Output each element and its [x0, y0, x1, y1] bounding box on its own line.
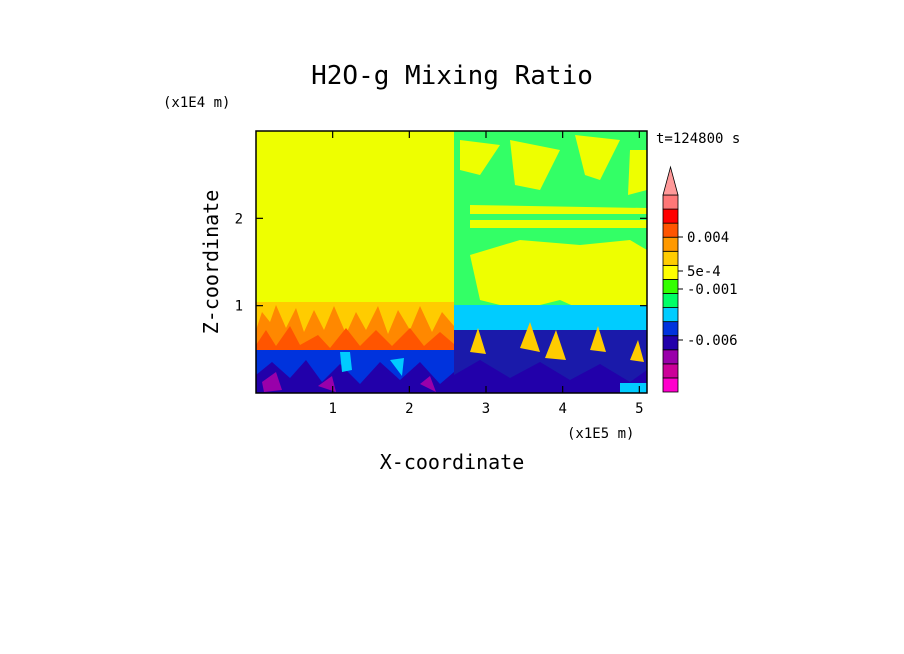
colorbar-swatch: [662, 349, 679, 365]
colorbar-extend-arrow: [662, 165, 679, 196]
colorbar-swatch: [662, 264, 679, 280]
colorbar-label: -0.001: [687, 282, 738, 298]
colorbar-swatch: [662, 194, 679, 210]
colorbar-label: -0.006: [687, 333, 738, 349]
colorbar-swatch: [662, 279, 679, 294]
colorbar-swatch: [662, 236, 679, 252]
region-upper-left: [256, 131, 454, 311]
right-yellow-streaks: [460, 135, 647, 228]
colorbar-swatch: [662, 222, 679, 238]
x-axis-label: X-coordinate: [380, 450, 525, 474]
x-tick-label: 5: [635, 401, 643, 417]
right-plumes: [470, 322, 644, 362]
colorbar-swatch: [662, 250, 679, 266]
right-dark-blue: [454, 360, 647, 393]
left-plumes-dark: [256, 326, 454, 354]
colorbar-swatch: [662, 377, 679, 393]
y-scale-label: (x1E4 m): [163, 95, 230, 111]
colorbar-swatch: [662, 363, 679, 379]
y-axis-label: Z-coordinate: [199, 190, 223, 335]
x-tick-label: 4: [558, 401, 566, 417]
colorbar-swatch: [662, 293, 679, 308]
colorbar: 0.004 5e-4 -0.001 -0.006: [662, 165, 738, 393]
plot-frame: [255, 130, 648, 394]
right-cyan-base: [620, 383, 647, 393]
x-axis-ticks: 1 2 3 4 5: [328, 131, 644, 417]
right-yellow-mass: [470, 240, 647, 318]
left-blue-dark: [256, 360, 454, 393]
colorbar-swatch: [662, 335, 679, 351]
y-tick-label: 1: [235, 299, 243, 315]
colorbar-swatch: [662, 307, 679, 323]
x-tick-label: 2: [405, 401, 413, 417]
x-scale-label: (x1E5 m): [567, 426, 634, 442]
left-magenta: [262, 372, 436, 392]
x-tick-label: 3: [482, 401, 490, 417]
x-tick-label: 1: [328, 401, 336, 417]
contour-field: [256, 131, 647, 393]
chart-title: H2O-g Mixing Ratio: [311, 61, 593, 91]
y-tick-label: 2: [235, 211, 243, 227]
colorbar-label: 0.004: [687, 230, 729, 246]
colorbar-swatch: [662, 321, 679, 337]
left-cyan: [340, 352, 404, 376]
time-label: t=124800 s: [656, 131, 740, 147]
colorbar-label: 5e-4: [687, 264, 721, 280]
colorbar-swatch: [662, 208, 679, 224]
y-axis-ticks: 12: [235, 211, 647, 315]
